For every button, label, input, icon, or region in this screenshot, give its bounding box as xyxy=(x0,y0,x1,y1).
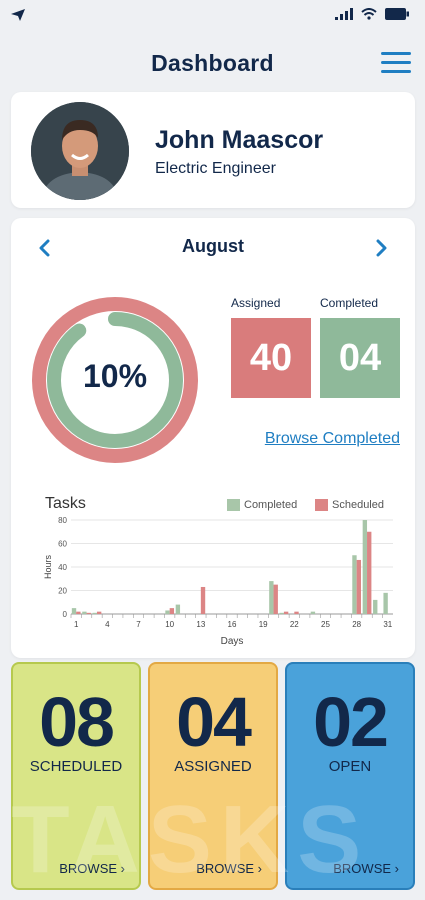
bar-scheduled-day-21 xyxy=(283,611,289,614)
x-tick-label: 10 xyxy=(165,620,174,629)
assigned-tile-label: ASSIGNED xyxy=(174,758,252,775)
bar-scheduled-day-2 xyxy=(86,612,91,614)
progress-percent: 10% xyxy=(82,358,148,394)
bar-completed-day-1 xyxy=(71,608,77,614)
scheduled-label: SCHEDULED xyxy=(29,758,123,775)
wifi-icon xyxy=(361,8,377,20)
month-label: August xyxy=(182,236,244,256)
x-tick-label: 1 xyxy=(74,620,79,629)
signal-icon xyxy=(335,8,353,20)
bar-completed-day-2 xyxy=(82,611,87,614)
scheduled-browse-button[interactable]: BROWSE › xyxy=(59,861,125,876)
y-tick-label: 40 xyxy=(58,563,67,572)
completed-label: Completed xyxy=(320,296,379,310)
tasks-chart: Tasks Completed Scheduled 0 20 40 60 80 1 4 7 10… xyxy=(31,468,401,653)
bar-scheduled-day-20 xyxy=(273,584,278,614)
bar-scheduled-day-1 xyxy=(76,611,81,614)
profile-card: John Maascor Electric Engineer xyxy=(11,92,415,208)
hamburger-menu-icon[interactable] xyxy=(381,52,411,74)
progress-donut xyxy=(32,297,198,463)
assigned-tile-count: 04 xyxy=(176,683,252,761)
bar-scheduled-day-22 xyxy=(294,611,299,614)
bar-completed-day-3 xyxy=(92,612,97,614)
bar-completed-day-20 xyxy=(269,581,274,614)
bar-completed-day-11 xyxy=(175,604,181,614)
open-browse-button[interactable]: BROWSE › xyxy=(333,861,399,876)
profile-role: Electric Engineer xyxy=(155,160,276,177)
x-tick-label: 4 xyxy=(105,620,110,629)
avatar xyxy=(31,102,129,200)
scheduled-count: 08 xyxy=(39,683,115,761)
page-title: Dashboard xyxy=(151,50,274,76)
legend-completed: Completed xyxy=(227,499,297,511)
battery-icon xyxy=(385,8,409,20)
bar-scheduled-day-3 xyxy=(96,611,102,614)
assigned-browse-button[interactable]: BROWSE › xyxy=(196,861,262,876)
x-tick-label: 19 xyxy=(259,620,268,629)
y-tick-label: 60 xyxy=(58,540,67,549)
browse-completed-link[interactable]: Browse Completed xyxy=(264,430,400,447)
bar-completed-day-31 xyxy=(383,592,388,614)
open-label: OPEN xyxy=(328,758,372,775)
app-header: Dashboard xyxy=(0,44,425,84)
assigned-count: 40 xyxy=(231,318,311,398)
bar-completed-day-28 xyxy=(352,555,357,614)
bar-scheduled-day-10 xyxy=(169,608,175,614)
bar-completed-day-24 xyxy=(310,611,316,614)
scheduled-tile[interactable]: 08 SCHEDULED BROWSE › xyxy=(11,662,141,890)
chart-plot: 0 20 40 60 80 1 4 7 10 13 16 19 22 25 28 31 Days Hours xyxy=(43,516,393,647)
bar-completed-day-21 xyxy=(279,612,284,614)
x-tick-label: 28 xyxy=(352,620,361,629)
y-tick-label: 0 xyxy=(63,610,68,619)
send-icon xyxy=(11,9,25,21)
bar-scheduled-day-13 xyxy=(200,586,206,614)
bar-completed-day-29 xyxy=(362,520,368,614)
x-tick-label: 22 xyxy=(290,620,299,629)
bar-completed-day-30 xyxy=(373,599,378,614)
y-tick-label: 80 xyxy=(58,516,67,525)
profile-name: John Maascor xyxy=(155,126,324,154)
y-axis-label: Hours xyxy=(43,555,53,580)
legend-scheduled: Scheduled xyxy=(315,499,384,511)
x-tick-label: 13 xyxy=(196,620,205,629)
x-tick-label: 25 xyxy=(321,620,330,629)
status-bar xyxy=(0,0,425,34)
y-tick-label: 20 xyxy=(58,587,67,596)
bar-completed-day-10 xyxy=(165,610,170,614)
x-axis-label: Days xyxy=(221,636,244,647)
assigned-tile[interactable]: 04 ASSIGNED BROWSE › xyxy=(148,662,278,890)
progress-arc xyxy=(47,312,183,448)
bar-scheduled-day-29 xyxy=(367,531,372,614)
stats-card: August 10% Assigned Completed 40 04 Brow… xyxy=(11,218,415,658)
x-tick-label: 31 xyxy=(383,620,392,629)
assigned-label: Assigned xyxy=(231,296,281,310)
open-tile[interactable]: 02 OPEN BROWSE › xyxy=(285,662,415,890)
x-tick-label: 7 xyxy=(136,620,141,629)
bar-scheduled-day-28 xyxy=(356,559,362,614)
completed-count: 04 xyxy=(320,318,400,398)
chart-title: Tasks xyxy=(45,495,86,512)
chevron-right-icon[interactable] xyxy=(367,234,395,262)
chevron-left-icon[interactable] xyxy=(31,234,59,262)
x-tick-label: 16 xyxy=(228,620,237,629)
open-count: 02 xyxy=(313,683,389,761)
